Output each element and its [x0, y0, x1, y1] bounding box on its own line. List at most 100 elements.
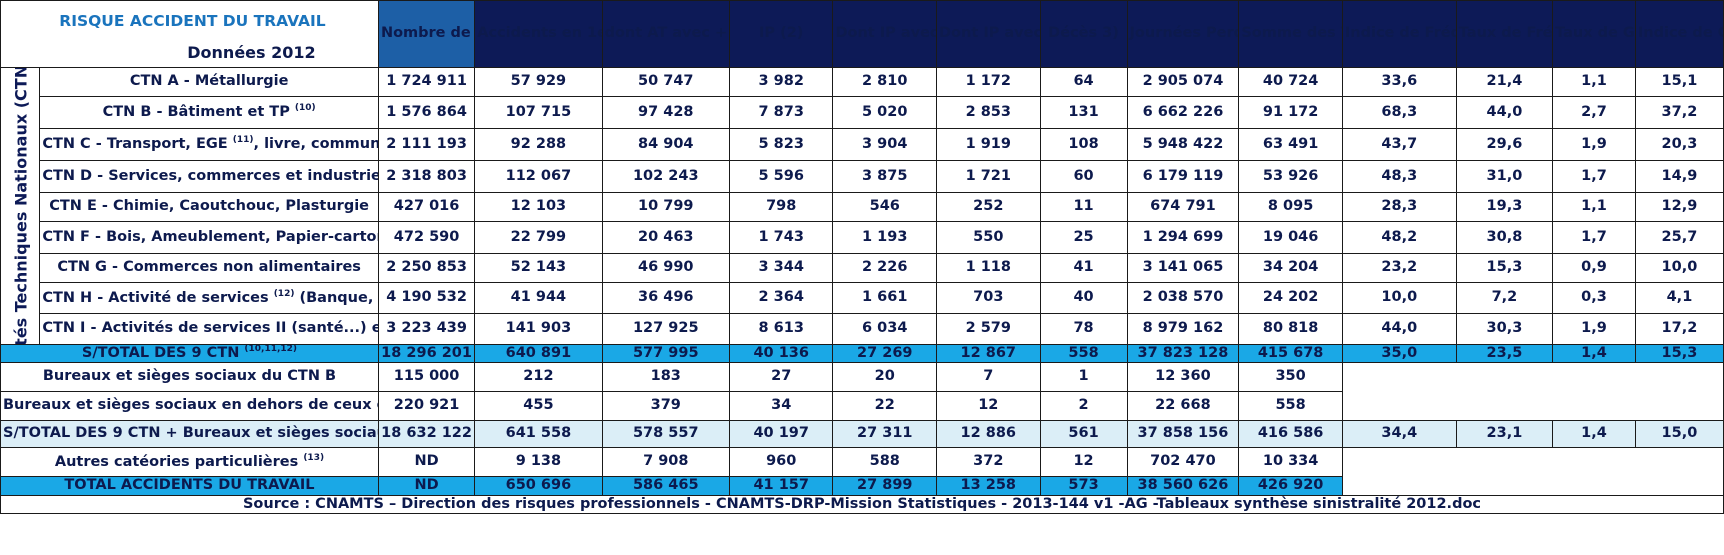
header-cell: Taux de Fréquence (7) — [1455, 0, 1554, 68]
value-cell: 2,7 — [1552, 96, 1636, 129]
value-cell: 15,0 — [1634, 420, 1724, 448]
value-cell: 546 — [832, 192, 938, 222]
value-cell: 1 724 911 — [377, 67, 476, 97]
value-cell: 798 — [728, 192, 834, 222]
value-cell: 4,1 — [1634, 282, 1724, 314]
header-cell: Nombre de salariés — [377, 0, 476, 68]
value-cell: 1 118 — [936, 253, 1041, 283]
row-label: CTN F - Bois, Ameublement, Papier-carton… — [39, 221, 379, 254]
value-cell: 650 696 — [474, 476, 603, 496]
value-cell: 48,2 — [1341, 221, 1457, 254]
value-cell: 37 858 156 — [1126, 420, 1240, 448]
value-cell: 127 925 — [601, 313, 730, 345]
value-cell: 6 179 119 — [1126, 160, 1240, 193]
table-row: CTN F - Bois, Ameublement, Papier-carton… — [1, 221, 1724, 254]
row-label-text: CTN B - Bâtiment et TP — [102, 103, 290, 120]
value-cell: 18 296 201 — [377, 344, 476, 363]
value-cell: 2 111 193 — [377, 128, 476, 161]
row-label-suffix: (Banque, assurance...) — [299, 289, 378, 306]
value-cell: ND — [377, 476, 476, 496]
value-cell: 18 632 122 — [377, 420, 476, 448]
value-cell: 212 — [474, 362, 603, 392]
table-row: Bureaux et sièges sociaux du CTN B 115 00… — [0, 362, 1724, 421]
value-cell: 64 — [1039, 67, 1128, 97]
value-cell: 31,0 — [1455, 160, 1554, 193]
value-cell: 5 596 — [728, 160, 834, 193]
value-cell: 0,3 — [1552, 282, 1636, 314]
value-cell: 15,3 — [1455, 253, 1554, 283]
row-label-text: CTN E - Chimie, Caoutchouc, Plasturgie — [49, 198, 370, 215]
total-row: TOTAL ACCIDENTS DU TRAVAIL ND 650 696 586 4… — [0, 476, 1724, 496]
value-cell: 91 172 — [1238, 96, 1343, 129]
value-cell: 23,5 — [1455, 344, 1554, 363]
value-cell: 1 172 — [936, 67, 1041, 97]
value-cell: 112 067 — [474, 160, 603, 193]
value-cell: 1 294 699 — [1126, 221, 1240, 254]
value-cell: 1,7 — [1552, 221, 1636, 254]
value-cell: 30,3 — [1455, 313, 1554, 345]
value-cell: 44,0 — [1341, 313, 1457, 345]
page-subtitle: Données 2012 — [187, 43, 316, 63]
value-cell: 12 — [936, 391, 1041, 421]
value-cell: 415 678 — [1238, 344, 1343, 363]
value-cell: 2 905 074 — [1126, 67, 1240, 97]
value-cell: 5 948 422 — [1126, 128, 1240, 161]
value-cell: 350 — [1238, 362, 1343, 392]
value-cell: 550 — [936, 221, 1041, 254]
value-cell: 1 661 — [832, 282, 938, 314]
blank-cell — [1341, 447, 1724, 496]
value-cell: 252 — [936, 192, 1041, 222]
value-cell: 12 — [1039, 447, 1128, 477]
value-cell: 1,7 — [1552, 160, 1636, 193]
value-cell: 455 — [474, 391, 603, 421]
value-cell: 80 818 — [1238, 313, 1343, 345]
value-cell: 34,4 — [1341, 420, 1457, 448]
value-cell: 2 810 — [832, 67, 938, 97]
header-cell: dont AT avec + 4jours d'arrêt sur l'anné… — [601, 0, 730, 68]
value-cell: 640 891 — [474, 344, 603, 363]
value-cell: 20 463 — [601, 221, 730, 254]
value-cell: 33,6 — [1341, 67, 1457, 97]
value-cell: 3 344 — [728, 253, 834, 283]
side-label: Comités Techniques Nationaux (CTN) (10) — [10, 69, 31, 344]
value-cell: 40 197 — [728, 420, 834, 448]
value-cell: 24 202 — [1238, 282, 1343, 314]
header-cell: Indice de Gravité des IP (9) — [1634, 0, 1724, 68]
header-cell: Indice de Fréquence (6) — [1341, 0, 1457, 68]
accident-table: RISQUE ACCIDENT DU TRAVAIL Données 2012 … — [0, 0, 1724, 514]
value-cell: 52 143 — [474, 253, 603, 283]
value-cell: 20 — [832, 362, 938, 392]
value-cell: 22 799 — [474, 221, 603, 254]
value-cell: 48,3 — [1341, 160, 1457, 193]
subtotal-row: S/TOTAL DES 9 CTN (10,11,12) 18 296 201 64… — [0, 344, 1724, 363]
header-cell: Dont IP avec taux <10% — [832, 0, 938, 68]
value-cell: 23,1 — [1455, 420, 1554, 448]
row-label-text: CTN F - Bois, Ameublement, Papier-carton… — [42, 228, 377, 245]
value-cell: 1 743 — [728, 221, 834, 254]
row-label: Bureaux et sièges sociaux en dehors de c… — [0, 391, 379, 421]
side-label-cell: Comités Techniques Nationaux (CTN) (10) — [0, 67, 41, 345]
value-cell: 34 — [728, 391, 834, 421]
footnote-ref: (10) — [294, 103, 316, 114]
value-cell: 7 873 — [728, 96, 834, 129]
value-cell: 3 141 065 — [1126, 253, 1240, 283]
value-cell: 22 668 — [1126, 391, 1240, 421]
row-label-text: Autres catéories particulières — [54, 453, 299, 470]
value-cell: 3 223 439 — [377, 313, 476, 345]
value-cell: 9 138 — [474, 447, 603, 477]
value-cell: 4 190 532 — [377, 282, 476, 314]
value-cell: 3 982 — [728, 67, 834, 97]
value-cell: 8 613 — [728, 313, 834, 345]
footnote-ref: (11) — [232, 135, 254, 146]
value-cell: 0,9 — [1552, 253, 1636, 283]
value-cell: 63 491 — [1238, 128, 1343, 161]
value-cell: 2 318 803 — [377, 160, 476, 193]
value-cell: 68,3 — [1341, 96, 1457, 129]
header-row: RISQUE ACCIDENT DU TRAVAIL Données 2012 … — [0, 0, 1724, 68]
value-cell: 558 — [1039, 344, 1128, 363]
value-cell: 37,2 — [1634, 96, 1724, 129]
row-label: CTN C - Transport, EGE (11), livre, comm… — [39, 128, 379, 161]
table-row: CTN E - Chimie, Caoutchouc, Plasturgie 42… — [1, 192, 1724, 222]
table-row: CTN C - Transport, EGE (11), livre, comm… — [1, 128, 1724, 161]
table-row: CTN H - Activité de services (12) (Banqu… — [1, 282, 1724, 314]
